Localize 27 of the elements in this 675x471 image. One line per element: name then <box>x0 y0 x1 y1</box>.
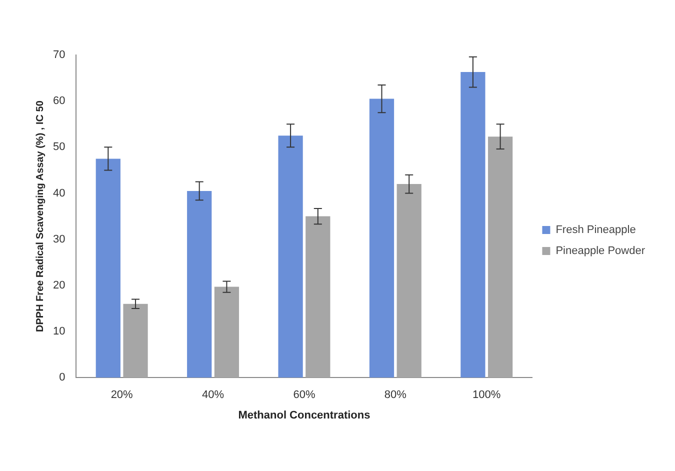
bar <box>460 72 486 378</box>
bar <box>369 98 394 378</box>
legend-label: Fresh Pineapple <box>556 224 636 236</box>
bar <box>488 136 513 378</box>
legend-label: Pineapple Powder <box>556 245 646 258</box>
bar <box>306 216 330 378</box>
y-tick-label: 40 <box>52 187 66 200</box>
bar <box>214 286 240 378</box>
y-tick-label: 0 <box>59 372 66 384</box>
bar <box>396 184 422 378</box>
bar <box>278 136 303 378</box>
y-tick-label: 30 <box>52 233 66 246</box>
x-tick-label: 80% <box>384 389 407 402</box>
x-tick-label: 100% <box>472 389 501 402</box>
y-tick-label: 10 <box>52 326 66 338</box>
x-tick-label: 60% <box>293 389 316 402</box>
x-axis-title: Methanol Concentrations <box>238 409 370 422</box>
bar <box>123 304 148 378</box>
x-tick-label: 40% <box>202 389 224 402</box>
bar <box>96 158 120 378</box>
x-tick-label: 20% <box>110 389 134 402</box>
y-axis-title: DPPH Free Radical Scavenging Assay (%) , IC 50 <box>34 100 46 332</box>
bar <box>187 190 212 378</box>
y-tick-label: 20 <box>52 279 66 292</box>
y-tick-label: 70 <box>52 49 66 62</box>
y-tick-label: 50 <box>52 141 66 154</box>
y-tick-label: 60 <box>52 95 66 108</box>
